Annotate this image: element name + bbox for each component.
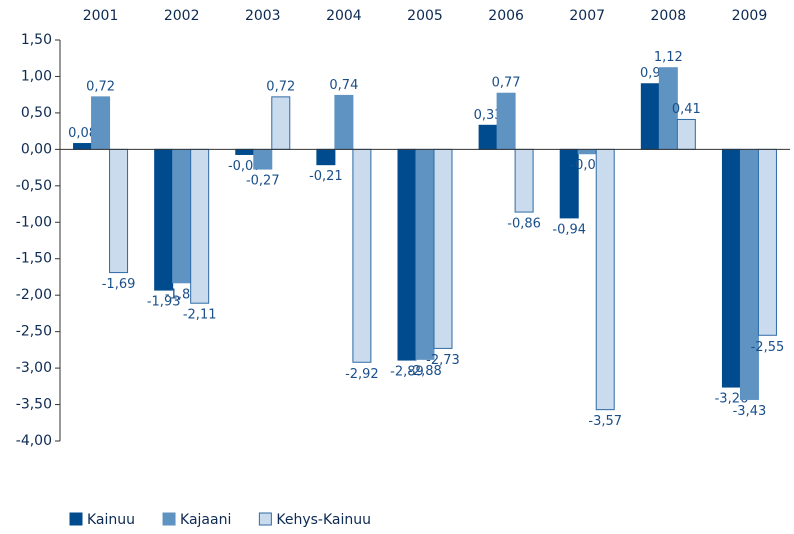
legend-label: Kajaani: [180, 512, 231, 528]
data-label: -2,55: [751, 340, 785, 355]
legend-swatch: [162, 512, 176, 526]
data-label: 0,41: [672, 102, 701, 117]
x-tick-label: 2009: [732, 8, 768, 24]
bar: [721, 148, 741, 388]
bar: [253, 148, 273, 170]
legend-swatch: [69, 512, 83, 526]
x-tick-label: 2004: [326, 8, 362, 24]
legend-swatch: [258, 512, 272, 526]
bar: [352, 148, 372, 363]
bar: [676, 118, 696, 150]
y-tick-label: -1,00: [16, 214, 52, 230]
y-tick-label: 0,00: [21, 141, 52, 157]
x-tick-label: 2007: [569, 8, 605, 24]
bar: [190, 148, 210, 304]
data-label: -0,06: [570, 158, 604, 173]
data-label: 0,74: [329, 78, 358, 93]
data-label: -2,89: [390, 365, 424, 380]
bar: [154, 148, 174, 291]
bar: [478, 124, 498, 150]
bar: [172, 148, 192, 284]
bar: [397, 148, 417, 361]
data-label: -3,57: [588, 414, 622, 429]
y-tick-label: -2,50: [16, 324, 52, 340]
data-label: -2,88: [408, 364, 442, 379]
data-label: -2,92: [345, 367, 379, 382]
data-label: 0,08: [68, 126, 97, 141]
bar: [91, 96, 111, 150]
bar: [415, 148, 435, 360]
bar: [271, 96, 291, 150]
y-tick-label: 1,50: [21, 32, 52, 48]
bar: [514, 148, 534, 213]
x-tick-label: 2001: [83, 8, 119, 24]
data-label: -1,83: [165, 287, 199, 302]
y-tick-label: -1,50: [16, 251, 52, 267]
y-tick-label: 0,50: [21, 105, 52, 121]
data-label: -1,69: [102, 277, 136, 292]
bar: [235, 148, 255, 155]
bar: [316, 148, 336, 166]
y-tick-label: -3,50: [16, 397, 52, 413]
data-label: -3,43: [733, 404, 767, 419]
bar: [640, 83, 660, 150]
bar: [595, 148, 615, 411]
y-tick-label: -4,00: [16, 433, 52, 449]
bar: [334, 94, 354, 150]
bar: [73, 143, 93, 150]
y-tick-label: -3,00: [16, 360, 52, 376]
data-label: -3,26: [715, 392, 749, 407]
x-tick-label: 2003: [245, 8, 281, 24]
bar: [757, 148, 777, 336]
y-tick-label: -0,50: [16, 178, 52, 194]
bar: [109, 148, 129, 274]
data-label: 0,9: [640, 66, 661, 81]
data-label: -0,27: [246, 174, 280, 189]
data-label: -1,93: [147, 295, 181, 310]
bar: [496, 92, 516, 150]
x-tick-label: 2002: [164, 8, 200, 24]
data-label: 0,33: [474, 108, 503, 123]
bar: [739, 148, 759, 400]
data-label: -0,94: [552, 222, 586, 237]
bar: [433, 148, 453, 349]
legend-label: Kainuu: [87, 512, 135, 528]
data-label: -2,11: [183, 308, 217, 323]
data-label: -0,21: [309, 169, 343, 184]
legend-label: Kehys-Kainuu: [276, 512, 371, 528]
data-label: 0,72: [86, 79, 115, 94]
x-tick-label: 2006: [488, 8, 524, 24]
data-label: 0,72: [266, 79, 295, 94]
data-label: -2,73: [426, 353, 460, 368]
y-tick-label: -2,00: [16, 287, 52, 303]
x-tick-label: 2008: [651, 8, 687, 24]
bar: [577, 148, 597, 155]
y-tick-label: 1,00: [21, 68, 52, 84]
data-label: 0,77: [492, 76, 521, 91]
data-label: -0,07: [228, 159, 262, 174]
x-tick-label: 2005: [407, 8, 443, 24]
data-label: -0,86: [507, 217, 541, 232]
data-label: 1,12: [654, 50, 683, 65]
